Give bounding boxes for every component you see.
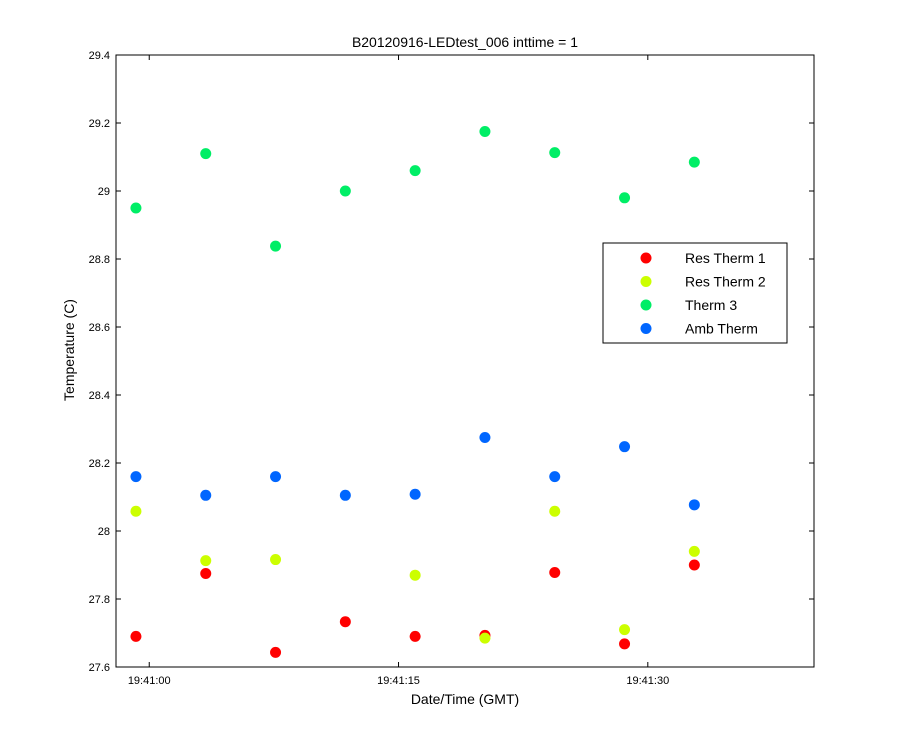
point-res-therm-2 [409,569,421,581]
legend-label-amb-therm: Amb Therm [685,321,758,337]
point-therm-3 [409,165,421,177]
plot-area-frame [115,54,815,668]
y-tick-label: 29.2 [89,118,110,130]
point-res-therm-1 [549,566,561,578]
point-therm-3 [270,240,282,252]
y-tick-label: 29.4 [89,50,110,62]
point-amb-therm [688,499,700,511]
point-therm-3 [549,147,561,159]
point-res-therm-1 [130,630,142,642]
legend-label-res-therm-1: Res Therm 1 [685,250,766,266]
legend-marker-therm-3 [640,299,652,311]
chart-title: B20120916-LEDtest_006 inttime = 1 [352,34,578,50]
point-amb-therm [270,471,282,483]
point-res-therm-2 [270,554,282,566]
point-res-therm-1 [339,616,351,628]
legend-label-res-therm-2: Res Therm 2 [685,274,766,290]
point-res-therm-2 [619,624,631,636]
point-res-therm-2 [200,555,212,567]
point-amb-therm [479,432,491,443]
y-tick-label: 28.8 [89,254,110,266]
legend-marker-amb-therm [640,323,652,334]
point-res-therm-2 [688,545,700,557]
point-amb-therm [200,489,212,501]
y-tick-label: 28.6 [89,322,110,334]
point-res-therm-1 [688,559,700,571]
point-therm-3 [339,185,351,197]
x-tick-label: 19:41:15 [377,675,420,687]
point-amb-therm [619,441,631,453]
point-therm-3 [688,156,700,168]
point-res-therm-1 [409,630,421,642]
point-therm-3 [619,192,631,204]
x-tick-label: 19:41:30 [626,675,669,687]
point-therm-3 [200,148,212,160]
point-res-therm-2 [130,505,142,517]
y-tick-label: 29 [98,186,110,198]
x-axis-label: Date/Time (GMT) [411,691,519,707]
point-amb-therm [339,489,351,501]
legend-marker-res-therm-2 [640,276,652,287]
point-amb-therm [549,471,561,483]
y-tick-label: 28.2 [89,458,110,470]
points-layer [130,126,700,658]
point-therm-3 [130,202,142,214]
point-res-therm-1 [619,638,631,650]
legend-box [602,242,788,344]
y-tick-label: 27.8 [89,594,110,606]
point-therm-3 [479,126,491,137]
point-res-therm-1 [270,646,282,658]
point-amb-therm [409,488,421,500]
legend-label-therm-3: Therm 3 [685,297,737,313]
x-tick-label: 19:41:00 [128,675,171,687]
point-res-therm-2 [479,632,491,644]
legend: Res Therm 1 Res Therm 2 Therm 3 Amb Therm [602,242,788,344]
point-res-therm-2 [549,505,561,517]
point-res-therm-1 [200,568,212,579]
y-tick-label: 28 [98,526,110,538]
y-tick-label: 27.6 [89,662,110,674]
y-axis-label: Temperature (C) [61,299,77,401]
point-amb-therm [130,471,142,483]
y-tick-label: 28.4 [89,390,110,402]
legend-marker-res-therm-1 [640,252,652,264]
ticks-layer: 27.6 27.8 28 28.2 28.4 28.6 28.8 29 29.2 29.4 19:4… [89,50,814,687]
